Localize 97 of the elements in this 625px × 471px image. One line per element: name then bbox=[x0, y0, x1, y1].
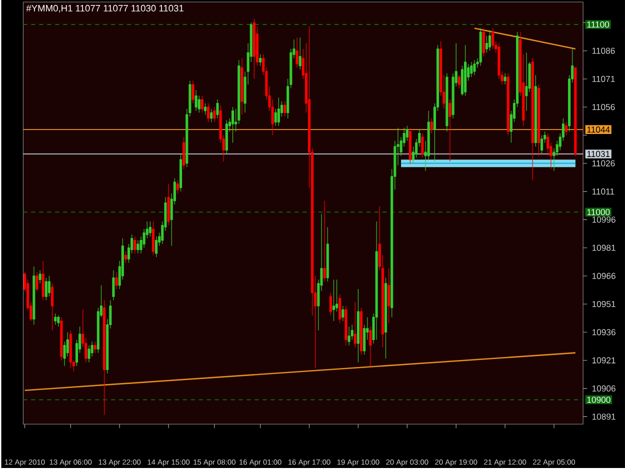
candlestick bbox=[479, 28, 482, 66]
candlestick bbox=[492, 28, 494, 50]
candlestick bbox=[448, 99, 452, 162]
candlestick bbox=[326, 227, 329, 282]
ref-line-label: 11031 bbox=[587, 151, 610, 158]
candlestick bbox=[458, 75, 460, 89]
y-tick-label: 11056 bbox=[592, 104, 615, 110]
candlestick bbox=[134, 236, 136, 254]
candlestick bbox=[112, 270, 115, 301]
candlestick bbox=[388, 268, 390, 324]
candlestick bbox=[534, 75, 537, 147]
candlestick bbox=[232, 106, 234, 144]
y-tick-label: 11026 bbox=[592, 160, 615, 167]
candlestick bbox=[284, 101, 286, 117]
candlestick bbox=[204, 103, 207, 116]
candlestick bbox=[38, 270, 42, 284]
candlestick bbox=[354, 302, 356, 348]
ref-line-label: 11100 bbox=[587, 22, 610, 28]
candlestick bbox=[36, 272, 38, 292]
candlestick bbox=[124, 251, 127, 264]
y-tick-label: 10966 bbox=[592, 273, 616, 280]
ref-line-label: 10900 bbox=[587, 396, 610, 403]
candlestick bbox=[225, 120, 228, 154]
y-tick-label: 10891 bbox=[592, 414, 616, 420]
y-tick-label: 10996 bbox=[592, 216, 616, 223]
candlestick bbox=[213, 106, 216, 123]
candlestick bbox=[344, 306, 348, 346]
candlestick bbox=[51, 283, 54, 331]
candlestick bbox=[329, 292, 332, 316]
candlestick bbox=[69, 330, 72, 368]
candlestick bbox=[88, 345, 90, 363]
candlestick bbox=[384, 278, 388, 359]
candlestick bbox=[182, 136, 186, 170]
candlestick bbox=[408, 128, 412, 164]
candlestick bbox=[473, 60, 476, 76]
candlestick bbox=[57, 315, 60, 328]
candlestick bbox=[446, 73, 448, 132]
candlestick bbox=[115, 272, 118, 290]
candlestick bbox=[94, 341, 96, 354]
candlestick bbox=[470, 62, 473, 78]
y-tick-label: 10951 bbox=[592, 301, 616, 308]
candlestick bbox=[332, 280, 336, 322]
candlestick bbox=[277, 98, 280, 126]
candlestick bbox=[192, 80, 194, 104]
candlestick bbox=[48, 276, 50, 298]
candlestick bbox=[42, 260, 44, 301]
chart-title: #YMM0,H1 11077 11077 11030 11031 bbox=[26, 5, 184, 13]
candlestick bbox=[136, 240, 140, 254]
candlestick bbox=[210, 108, 213, 123]
candlestick bbox=[44, 278, 48, 301]
candlestick bbox=[356, 288, 360, 363]
candlestick bbox=[103, 300, 106, 416]
candlestick bbox=[540, 135, 544, 154]
candlestick bbox=[421, 133, 424, 158]
y-tick-label: 10906 bbox=[592, 386, 616, 392]
candlestick bbox=[375, 221, 378, 340]
y-tick-label: 11071 bbox=[592, 76, 615, 82]
candlestick bbox=[525, 52, 528, 112]
candlestick bbox=[207, 103, 210, 123]
candlestick bbox=[464, 45, 467, 96]
candlestick bbox=[176, 180, 179, 194]
candlestick bbox=[323, 200, 326, 282]
candlestick bbox=[482, 28, 485, 57]
y-tick-label: 10981 bbox=[592, 244, 616, 252]
y-tick-label: 10936 bbox=[592, 329, 616, 336]
candlestick bbox=[531, 58, 534, 181]
candlestick bbox=[167, 184, 170, 226]
candlestick bbox=[148, 221, 152, 238]
candlestick bbox=[348, 326, 350, 346]
candlestick bbox=[200, 96, 204, 114]
candlestick bbox=[504, 73, 506, 86]
candlestick bbox=[369, 326, 372, 366]
candlestick bbox=[338, 294, 342, 324]
candlestick bbox=[488, 30, 492, 52]
y-tick-label: 11086 bbox=[592, 48, 615, 54]
candlestick bbox=[216, 99, 219, 119]
candlestick bbox=[537, 84, 540, 156]
candlestick bbox=[360, 308, 363, 356]
candlestick bbox=[430, 118, 433, 134]
candlestick bbox=[152, 221, 155, 256]
candlestick bbox=[259, 54, 262, 66]
candlestick bbox=[32, 266, 36, 326]
candlestick bbox=[194, 90, 198, 112]
y-tick-label: 11011 bbox=[592, 188, 614, 195]
ref-line-label: 11000 bbox=[587, 209, 610, 216]
candlestick bbox=[179, 154, 182, 192]
candlestick bbox=[296, 38, 298, 68]
candlestick bbox=[252, 18, 256, 80]
candlestick bbox=[155, 236, 158, 258]
candlestick bbox=[298, 38, 302, 70]
candlestick bbox=[240, 58, 244, 116]
candlestick bbox=[60, 317, 63, 361]
y-tick-label: 10921 bbox=[592, 357, 616, 364]
candlestick bbox=[564, 122, 568, 136]
ref-line-label: 11044 bbox=[587, 126, 610, 133]
candlestick bbox=[342, 306, 344, 322]
candlestick bbox=[54, 313, 57, 326]
